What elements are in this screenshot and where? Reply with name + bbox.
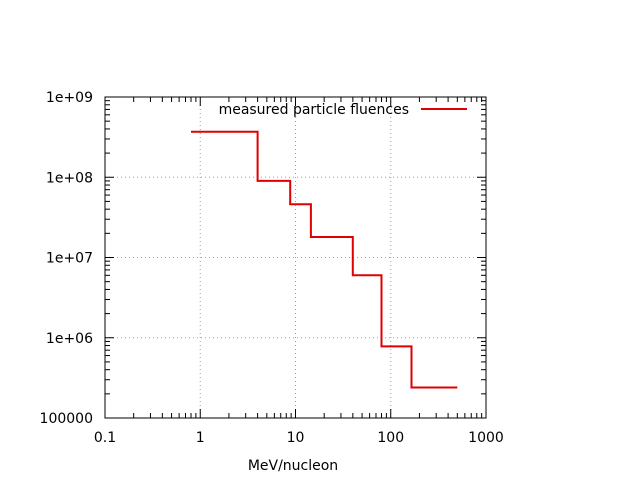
x-tick-label: 1000	[468, 430, 504, 446]
tick-labels: 0.1 1 10 100 1000 100000 1e+06 1e+07 1e+08 1e+09	[40, 90, 504, 446]
legend: measured particle fluences	[219, 102, 467, 118]
x-axis-label: MeV/nucleon	[248, 458, 338, 474]
x-tick-label: 1	[196, 430, 205, 446]
y-tick-label: 1e+06	[46, 331, 93, 347]
x-tick-label: 10	[287, 430, 305, 446]
x-tick-label: 0.1	[94, 430, 116, 446]
grid-lines	[105, 97, 486, 418]
plot-frame	[104, 96, 487, 419]
y-tick-label: 100000	[40, 411, 93, 427]
x-tick-label: 100	[377, 430, 404, 446]
series-layer	[191, 130, 458, 389]
series-line	[191, 130, 458, 389]
y-tick-label: 1e+07	[46, 251, 93, 267]
y-tick-label: 1e+08	[46, 170, 93, 186]
legend-label: measured particle fluences	[219, 102, 409, 118]
y-tick-label: 1e+09	[46, 90, 93, 106]
